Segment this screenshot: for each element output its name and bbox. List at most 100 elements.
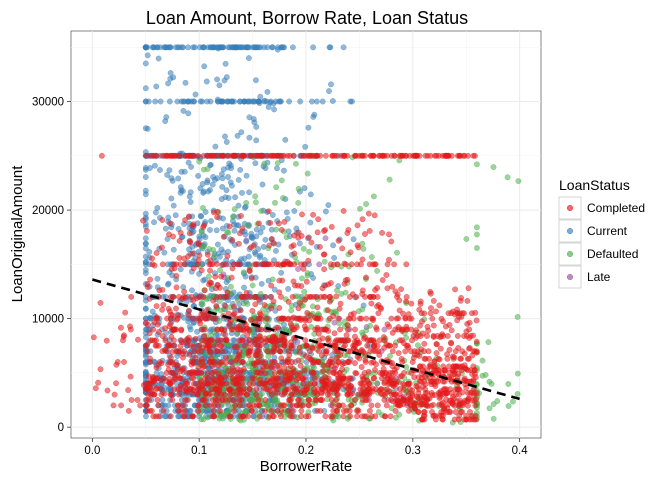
data-point-completed bbox=[229, 265, 236, 272]
data-point-completed bbox=[358, 364, 365, 370]
data-point-completed bbox=[238, 212, 244, 219]
data-point-defaulted bbox=[414, 342, 421, 349]
data-point-defaulted bbox=[473, 224, 480, 231]
data-point-current bbox=[151, 162, 158, 169]
data-point-current bbox=[241, 284, 247, 291]
data-point-completed bbox=[426, 395, 433, 402]
data-point-completed bbox=[295, 229, 302, 236]
data-point-completed bbox=[394, 291, 401, 298]
data-point-completed bbox=[296, 349, 303, 356]
data-point-current bbox=[157, 98, 164, 105]
data-point-completed bbox=[240, 152, 247, 159]
data-point-completed bbox=[321, 326, 328, 333]
data-point-current bbox=[187, 199, 194, 205]
data-point-current bbox=[271, 106, 277, 113]
data-point-completed bbox=[409, 392, 416, 399]
data-point-completed bbox=[229, 237, 236, 243]
data-point-completed bbox=[362, 357, 369, 363]
data-point-current bbox=[278, 269, 285, 276]
data-point-completed bbox=[287, 397, 294, 403]
data-point-defaulted bbox=[308, 323, 314, 330]
data-point-current bbox=[142, 85, 149, 92]
data-point-completed bbox=[304, 342, 311, 349]
data-point-completed bbox=[192, 335, 199, 342]
data-point-completed bbox=[351, 360, 358, 366]
data-point-completed bbox=[114, 359, 121, 365]
data-point-defaulted bbox=[240, 269, 247, 276]
data-point-completed bbox=[181, 255, 188, 262]
data-point-defaulted bbox=[374, 267, 380, 274]
data-point-completed bbox=[264, 152, 270, 159]
data-point-completed bbox=[207, 402, 214, 409]
data-point-current bbox=[219, 183, 226, 190]
data-point-completed bbox=[214, 337, 221, 344]
data-point-current bbox=[186, 407, 193, 414]
data-point-completed bbox=[430, 333, 437, 339]
data-point-completed bbox=[155, 361, 162, 368]
data-point-completed bbox=[239, 293, 245, 300]
data-point-completed bbox=[228, 359, 235, 365]
data-point-current bbox=[231, 44, 238, 51]
data-point-completed bbox=[135, 336, 141, 343]
data-point-completed bbox=[90, 334, 97, 341]
data-point-completed bbox=[204, 251, 211, 258]
data-point-completed bbox=[289, 293, 296, 300]
data-point-completed bbox=[333, 397, 339, 403]
data-point-completed bbox=[111, 391, 118, 398]
data-point-current bbox=[238, 129, 245, 136]
data-point-current bbox=[237, 166, 244, 173]
data-point-current bbox=[350, 236, 357, 243]
data-point-completed bbox=[414, 348, 421, 355]
data-point-completed bbox=[186, 369, 193, 376]
data-point-completed bbox=[200, 222, 207, 229]
data-point-completed bbox=[306, 317, 313, 324]
data-point-completed bbox=[295, 357, 302, 364]
data-point-completed bbox=[441, 405, 448, 412]
data-point-current bbox=[142, 44, 149, 51]
data-point-completed bbox=[331, 330, 338, 337]
data-point-late bbox=[295, 266, 301, 272]
data-point-completed bbox=[313, 293, 319, 300]
data-point-completed bbox=[159, 348, 166, 355]
data-point-current bbox=[155, 55, 162, 62]
data-point-completed bbox=[379, 370, 386, 377]
data-point-completed bbox=[149, 261, 156, 268]
data-point-completed bbox=[458, 355, 464, 362]
data-point-completed bbox=[373, 326, 380, 333]
data-point-completed bbox=[347, 375, 354, 382]
data-point-completed bbox=[144, 407, 151, 414]
data-point-current bbox=[282, 136, 289, 143]
data-point-completed bbox=[212, 342, 219, 349]
data-point-current bbox=[152, 209, 159, 216]
data-point-current bbox=[198, 213, 205, 220]
data-point-completed bbox=[170, 361, 177, 367]
data-point-current bbox=[177, 266, 184, 273]
data-point-current bbox=[200, 44, 207, 51]
data-point-current bbox=[239, 189, 245, 196]
data-point-completed bbox=[308, 356, 315, 363]
data-point-current bbox=[256, 254, 263, 261]
data-point-completed bbox=[176, 152, 183, 159]
data-point-current bbox=[201, 63, 208, 70]
data-point-completed bbox=[266, 413, 273, 420]
data-point-completed bbox=[439, 399, 446, 406]
data-point-current bbox=[185, 98, 192, 105]
data-point-current bbox=[185, 44, 192, 51]
x-tick-label: 0.2 bbox=[298, 445, 314, 457]
data-point-current bbox=[204, 179, 211, 186]
data-point-completed bbox=[300, 380, 307, 387]
data-points bbox=[90, 44, 522, 426]
data-point-completed bbox=[395, 350, 402, 356]
data-point-defaulted bbox=[479, 357, 486, 364]
data-point-completed bbox=[187, 385, 194, 392]
data-point-current bbox=[319, 98, 326, 105]
data-point-completed bbox=[389, 348, 396, 355]
data-point-current bbox=[168, 195, 175, 202]
data-point-completed bbox=[411, 402, 417, 409]
data-point-completed bbox=[95, 379, 102, 386]
data-point-completed bbox=[185, 152, 191, 159]
data-point-completed bbox=[427, 290, 434, 297]
data-point-completed bbox=[414, 384, 421, 390]
data-point-completed bbox=[319, 378, 326, 385]
data-point-current bbox=[187, 326, 194, 333]
